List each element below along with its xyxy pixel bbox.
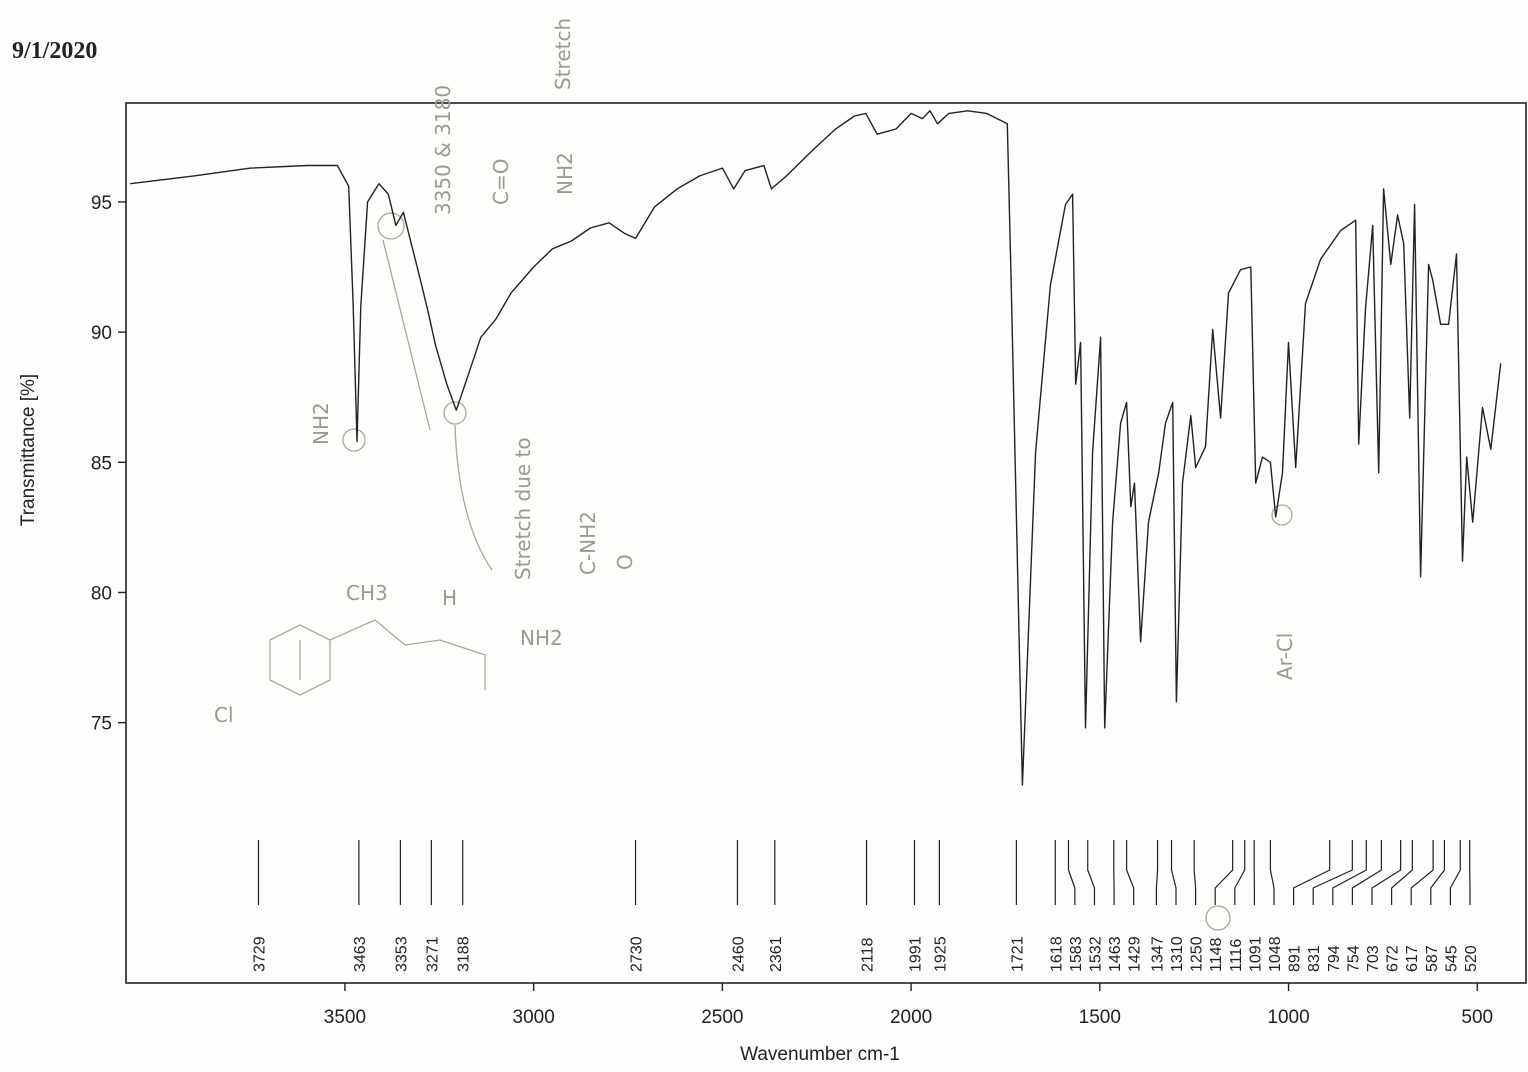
peak-marker [1126, 840, 1135, 905]
annotation: Stretch due to [511, 437, 535, 580]
annotation: C-NH2 [576, 511, 600, 575]
peak-marker [1390, 840, 1413, 905]
annotation: Stretch [551, 18, 575, 90]
annotation: O [613, 554, 637, 570]
peak-label: 1048 [1267, 936, 1284, 972]
peak-label: 2361 [768, 936, 785, 972]
annotations [269, 212, 1293, 931]
peak-marker [1269, 840, 1275, 905]
y-axis-label: Transmittance [%] [18, 374, 39, 526]
annotation-line [382, 239, 431, 431]
y-tick-label: 90 [91, 323, 112, 344]
peak-marker [1371, 840, 1402, 905]
peak-label: 1925 [932, 936, 949, 972]
peak-marker [1193, 840, 1197, 905]
peak-label: 3271 [424, 936, 441, 972]
annotation-line [454, 424, 493, 571]
peak-label: 2730 [629, 936, 646, 972]
annotation: CH3 [346, 581, 388, 605]
annotation: Ar-Cl [1273, 633, 1297, 680]
structure-sketch [329, 619, 486, 690]
peak-label: 587 [1424, 945, 1441, 972]
date: 9/1/2020 [12, 38, 97, 64]
peak-label: 1618 [1048, 936, 1065, 972]
peak-label: 2460 [730, 936, 747, 972]
y-tick-label: 85 [91, 453, 112, 474]
circle-mark [377, 212, 405, 240]
circle-mark [443, 401, 467, 425]
peak-marker [1430, 840, 1446, 905]
peak-label: 672 [1385, 945, 1402, 972]
peak-label: 1991 [907, 936, 924, 972]
x-tick-label: 1000 [1267, 1007, 1309, 1028]
annotation: NH2 [309, 402, 333, 445]
peak-marker [1292, 840, 1331, 905]
peak-label: 3729 [251, 936, 268, 972]
peak-marker [1087, 840, 1096, 905]
peak-label: 794 [1326, 945, 1343, 972]
peak-label: 1250 [1189, 936, 1206, 972]
y-tick-label: 75 [91, 714, 112, 735]
structure-sketch [269, 624, 331, 696]
peak-label: 1721 [1009, 936, 1026, 972]
peak-label: 3188 [456, 936, 473, 972]
plot-frame [125, 102, 1527, 984]
peak-label: 1091 [1247, 936, 1264, 972]
x-tick-label: 2000 [890, 1007, 932, 1028]
peak-label: 545 [1443, 945, 1460, 972]
annotation: C=O [489, 159, 513, 205]
peak-label: 3463 [352, 936, 369, 972]
peak-label: 617 [1404, 945, 1421, 972]
peak-label: 831 [1306, 945, 1323, 972]
circle-mark [1271, 504, 1293, 526]
y-tick-label: 95 [91, 193, 112, 214]
peak-marker [1351, 840, 1382, 905]
x-tick-label: 500 [1461, 1007, 1493, 1028]
peak-label: 1347 [1149, 936, 1166, 972]
peak-marker [1449, 840, 1461, 905]
peak-label: 1148 [1208, 937, 1225, 972]
peak-label: 520 [1463, 945, 1480, 972]
x-tick-label: 3500 [324, 1007, 366, 1028]
peak-label: 1463 [1107, 936, 1124, 972]
peak-label: 754 [1345, 945, 1362, 972]
peak-marker [1155, 840, 1159, 905]
y-tick-label: 80 [91, 583, 112, 604]
peak-label: 891 [1287, 945, 1304, 972]
peak-label: 703 [1365, 945, 1382, 972]
x-tick-label: 1500 [1079, 1007, 1121, 1028]
peak-label: 2118 [860, 937, 877, 972]
x-tick-label: 2500 [701, 1007, 743, 1028]
peak-label: 1532 [1087, 936, 1104, 972]
peak-label: 1310 [1169, 936, 1186, 972]
annotation: Cl [214, 703, 234, 727]
peak-label: 1583 [1068, 936, 1085, 972]
peak-marker [1332, 840, 1367, 905]
peak-marker [1234, 840, 1246, 905]
peak-marker [1312, 840, 1353, 905]
annotation: H [442, 586, 457, 610]
circle-mark [1205, 905, 1231, 931]
annotation: NH2 [520, 626, 563, 650]
peak-marker [1410, 840, 1434, 905]
peak-label: 3353 [393, 936, 410, 972]
x-tick-label: 3000 [513, 1007, 555, 1028]
peak-label: 1116 [1228, 939, 1245, 972]
annotation: NH2 [553, 152, 577, 195]
peak-marker [1214, 840, 1234, 905]
peak-label: 1429 [1127, 936, 1144, 972]
x-axis-label: Wavenumber cm-1 [740, 1044, 900, 1065]
peak-marker [1170, 840, 1177, 905]
circle-mark [342, 428, 366, 452]
annotation: 3350 & 3180 [431, 85, 455, 215]
peak-marker [1067, 840, 1076, 905]
spectrum-line [130, 110, 1502, 786]
